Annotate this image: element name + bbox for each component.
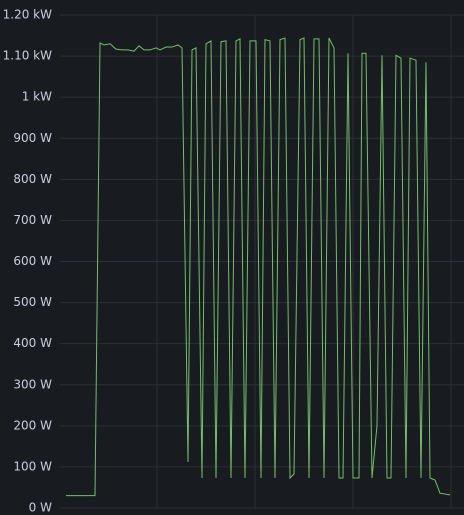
- data-line: [66, 37, 451, 497]
- y-tick-label: 800 W: [13, 172, 52, 186]
- y-tick-label: 1 kW: [22, 90, 52, 104]
- y-tick-label: 400 W: [13, 336, 52, 350]
- y-tick-label: 700 W: [13, 213, 52, 227]
- y-tick-label: 900 W: [13, 131, 52, 145]
- y-tick-label: 0 W: [29, 501, 52, 515]
- y-tick-label: 1.20 kW: [3, 8, 52, 22]
- y-tick-label: 300 W: [13, 377, 52, 391]
- y-tick-label: 500 W: [13, 295, 52, 309]
- y-tick-label: 600 W: [13, 254, 52, 268]
- y-tick-label: 200 W: [13, 418, 52, 432]
- y-tick-label: 100 W: [13, 459, 52, 473]
- y-tick-label: 1.10 kW: [3, 49, 52, 63]
